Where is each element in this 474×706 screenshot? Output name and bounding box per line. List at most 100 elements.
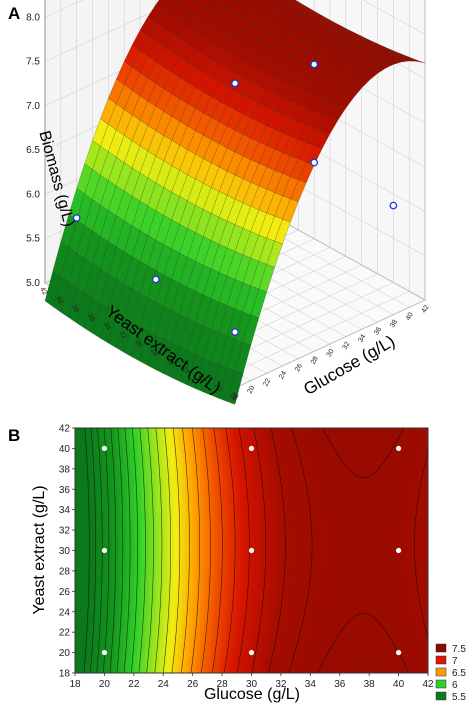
contour-cell — [130, 638, 135, 643]
contour-cell — [314, 577, 319, 582]
contour-cell — [233, 611, 238, 617]
contour-cell — [255, 535, 260, 540]
contour-cell — [225, 481, 231, 487]
contour-cell — [207, 462, 212, 467]
contour-cell — [97, 650, 102, 655]
contour-cell — [291, 439, 297, 444]
contour-cell — [86, 439, 91, 444]
contour-cell — [104, 485, 109, 490]
contour-cell — [247, 477, 253, 483]
contour-cell — [75, 485, 80, 490]
contour-cell — [269, 519, 275, 525]
contour-cell — [233, 500, 238, 506]
contour-cell — [152, 600, 157, 605]
contour-cell — [255, 669, 260, 673]
contour-cell — [152, 454, 157, 460]
contour-cell — [200, 466, 205, 471]
contour-cell — [214, 581, 220, 586]
contour-cell — [236, 466, 242, 471]
contour-cell — [314, 443, 319, 448]
contour-cell — [299, 428, 304, 433]
contour-cell — [236, 558, 242, 563]
contour-cell — [273, 470, 278, 475]
contour-cell — [236, 428, 242, 433]
contour-cell — [78, 447, 83, 452]
contour-cell — [203, 653, 208, 659]
contour-cell — [207, 485, 212, 490]
contour-cell — [126, 500, 131, 506]
contour-cell — [284, 493, 289, 498]
contour-cell — [218, 611, 223, 617]
contour-cell — [86, 554, 91, 559]
contour-cell — [119, 500, 124, 506]
contour-cell — [314, 428, 319, 433]
contour-cell — [273, 473, 278, 479]
contour-cell — [163, 661, 168, 666]
contour-cell — [218, 554, 223, 559]
contour-cell — [299, 531, 304, 536]
contour-cell — [280, 577, 286, 582]
contour-cell — [262, 623, 267, 628]
contour-cell — [104, 558, 109, 563]
contour-cell — [119, 581, 124, 586]
contour-cell — [295, 661, 300, 666]
contour-cell — [104, 611, 109, 617]
contour-cell — [229, 546, 234, 552]
contour-cell — [288, 653, 293, 659]
contour-cell — [302, 512, 308, 517]
contour-cell — [222, 650, 227, 655]
contour-cell — [163, 565, 168, 571]
contour-cell — [75, 428, 80, 433]
contour-cell — [111, 519, 117, 525]
contour-cell — [148, 607, 153, 613]
contour-cell — [115, 634, 120, 640]
contour-cell — [97, 619, 102, 624]
contour-cell — [133, 428, 139, 433]
contour-cell — [115, 669, 120, 673]
contour-cell — [258, 573, 264, 578]
contour-cell — [244, 443, 249, 448]
contour-cell — [214, 458, 220, 464]
contour-cell — [317, 439, 322, 444]
contour-cell — [115, 535, 120, 540]
contour-cell — [148, 665, 153, 670]
contour-cell — [251, 523, 256, 529]
contour-cell — [299, 473, 304, 479]
contour-cell — [236, 665, 242, 670]
contour-cell — [258, 561, 264, 567]
contour-cell — [262, 458, 267, 464]
contour-cell — [200, 577, 205, 582]
contour-cell — [211, 428, 216, 433]
contour-cell — [200, 546, 205, 552]
contour-cell — [104, 550, 109, 555]
contour-cell — [163, 573, 168, 578]
contour-cell — [247, 596, 253, 601]
contour-cell — [244, 581, 249, 586]
contour-cell — [78, 539, 83, 544]
contour-cell — [203, 539, 208, 544]
contour-cell — [251, 489, 256, 494]
contour-cell — [211, 634, 216, 640]
contour-cell — [130, 596, 135, 601]
contour-cell — [244, 546, 249, 552]
contour-cell — [255, 600, 260, 605]
contour-cell — [115, 569, 120, 575]
contour-cell — [185, 630, 190, 636]
contour-cell — [262, 477, 267, 483]
contour-cell — [277, 581, 282, 586]
contour-cell — [200, 565, 205, 571]
contour-cell — [93, 661, 98, 666]
contour-cell — [89, 485, 94, 490]
contour-cell — [163, 473, 168, 479]
contour-cell — [163, 450, 168, 456]
contour-cell — [229, 554, 234, 559]
contour-cell — [317, 665, 322, 670]
contour-cell — [317, 604, 322, 609]
contour-cell — [137, 634, 142, 640]
contour-cell — [141, 439, 146, 444]
contour-cell — [251, 500, 256, 506]
contour-cell — [236, 535, 242, 540]
contour-cell — [177, 561, 183, 567]
contour-cell — [122, 439, 128, 444]
contour-cell — [288, 443, 293, 448]
